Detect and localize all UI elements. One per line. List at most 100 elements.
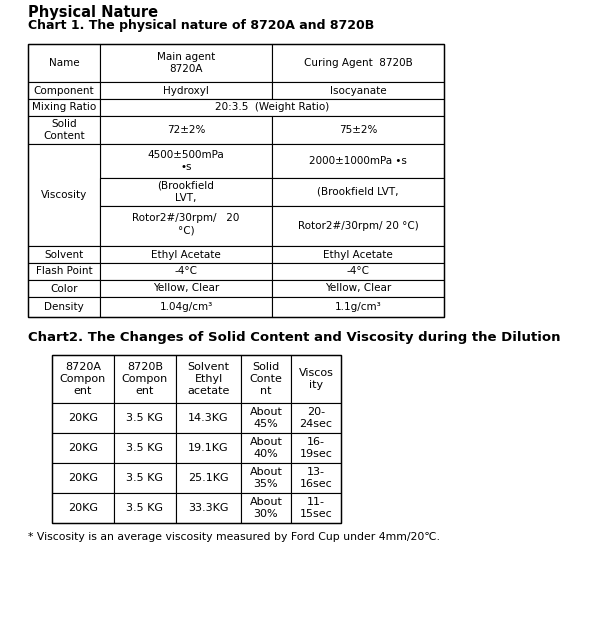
Bar — [100, 206, 272, 246]
Text: About
35%: About 35% — [249, 467, 282, 489]
Bar — [241, 493, 291, 523]
Bar — [272, 206, 444, 246]
Text: 11-
15sec: 11- 15sec — [300, 497, 333, 520]
Bar — [28, 280, 100, 297]
Text: 2000±1000mPa •s: 2000±1000mPa •s — [309, 156, 407, 166]
Text: Solvent
Ethyl
acetate: Solvent Ethyl acetate — [188, 362, 229, 396]
Text: Curing Agent  8720B: Curing Agent 8720B — [304, 58, 412, 68]
Bar — [291, 433, 341, 463]
Bar — [291, 355, 341, 403]
Text: 20-
24sec: 20- 24sec — [299, 407, 333, 429]
Bar — [176, 463, 241, 493]
Bar — [241, 463, 291, 493]
Text: Viscos
ity: Viscos ity — [299, 368, 333, 390]
Bar — [52, 493, 114, 523]
Text: 3.5 KG: 3.5 KG — [126, 473, 163, 483]
Text: About
30%: About 30% — [249, 497, 282, 520]
Bar — [114, 463, 176, 493]
Bar — [28, 44, 444, 317]
Text: 8720A
Compon
ent: 8720A Compon ent — [60, 362, 106, 396]
Text: 33.3KG: 33.3KG — [188, 503, 229, 513]
Bar — [100, 144, 272, 178]
Bar — [100, 263, 272, 280]
Bar — [100, 44, 272, 82]
Text: 3.5 KG: 3.5 KG — [126, 503, 163, 513]
Bar — [100, 82, 272, 99]
Bar — [241, 355, 291, 403]
Text: 20:3.5  (Weight Ratio): 20:3.5 (Weight Ratio) — [215, 102, 329, 112]
Bar — [241, 403, 291, 433]
Bar — [28, 144, 100, 246]
Bar — [272, 82, 444, 99]
Text: 25.1KG: 25.1KG — [188, 473, 229, 483]
Bar — [52, 463, 114, 493]
Text: (Brookfield LVT,: (Brookfield LVT, — [317, 187, 399, 197]
Bar — [272, 178, 444, 206]
Text: Yellow, Clear: Yellow, Clear — [325, 284, 391, 293]
Text: Solid
Conte
nt: Solid Conte nt — [249, 362, 282, 396]
Text: Hydroxyl: Hydroxyl — [163, 85, 209, 95]
Bar — [28, 263, 100, 280]
Text: 19.1KG: 19.1KG — [188, 443, 229, 453]
Bar — [100, 297, 272, 317]
Text: 14.3KG: 14.3KG — [188, 413, 229, 423]
Bar — [28, 297, 100, 317]
Text: Chart 1. The physical nature of 8720A and 8720B: Chart 1. The physical nature of 8720A an… — [28, 20, 375, 32]
Bar — [28, 99, 100, 116]
Bar — [100, 99, 444, 116]
Bar — [100, 178, 272, 206]
Text: (Brookfield
LVT,: (Brookfield LVT, — [158, 181, 214, 204]
Text: Yellow, Clear: Yellow, Clear — [153, 284, 219, 293]
Text: 4500±500mPa
•s: 4500±500mPa •s — [148, 150, 225, 172]
Text: 1.1g/cm³: 1.1g/cm³ — [334, 302, 381, 312]
Text: 13-
16sec: 13- 16sec — [300, 467, 333, 489]
Text: Isocyanate: Isocyanate — [330, 85, 386, 95]
Text: 16-
19sec: 16- 19sec — [300, 437, 333, 459]
Text: Name: Name — [49, 58, 80, 68]
Bar — [114, 433, 176, 463]
Bar — [241, 433, 291, 463]
Bar — [272, 246, 444, 263]
Text: About
45%: About 45% — [249, 407, 282, 429]
Bar — [28, 116, 100, 144]
Bar — [176, 433, 241, 463]
Bar — [52, 433, 114, 463]
Bar — [28, 82, 100, 99]
Text: Solid
Content: Solid Content — [43, 119, 85, 141]
Bar — [272, 280, 444, 297]
Bar — [100, 280, 272, 297]
Text: Rotor2#/30rpm/ 20 °C): Rotor2#/30rpm/ 20 °C) — [297, 221, 418, 231]
Text: Chart2. The Changes of Solid Content and Viscosity during the Dilution: Chart2. The Changes of Solid Content and… — [28, 331, 560, 344]
Bar — [114, 403, 176, 433]
Text: 20KG: 20KG — [68, 443, 98, 453]
Text: -4°C: -4°C — [347, 267, 370, 277]
Text: Viscosity: Viscosity — [41, 190, 87, 200]
Bar — [52, 355, 341, 523]
Text: About
40%: About 40% — [249, 437, 282, 459]
Text: Mixing Ratio: Mixing Ratio — [32, 102, 96, 112]
Text: * Viscosity is an average viscosity measured by Ford Cup under 4mm/20℃.: * Viscosity is an average viscosity meas… — [28, 532, 440, 542]
Bar — [114, 493, 176, 523]
Bar — [100, 246, 272, 263]
Text: 8720B
Compon
ent: 8720B Compon ent — [122, 362, 168, 396]
Text: 20KG: 20KG — [68, 413, 98, 423]
Text: Main agent
8720A: Main agent 8720A — [157, 52, 215, 74]
Bar — [52, 355, 114, 403]
Bar — [176, 493, 241, 523]
Text: Flash Point: Flash Point — [36, 267, 92, 277]
Text: 3.5 KG: 3.5 KG — [126, 413, 163, 423]
Text: Color: Color — [50, 284, 78, 293]
Bar — [291, 493, 341, 523]
Text: Ethyl Acetate: Ethyl Acetate — [323, 250, 393, 260]
Bar — [28, 246, 100, 263]
Text: Rotor2#/30rpm/   20
°C): Rotor2#/30rpm/ 20 °C) — [132, 213, 240, 235]
Text: Solvent: Solvent — [44, 250, 84, 260]
Text: 20KG: 20KG — [68, 473, 98, 483]
Text: Physical Nature: Physical Nature — [28, 4, 158, 20]
Bar — [272, 297, 444, 317]
Text: Ethyl Acetate: Ethyl Acetate — [151, 250, 221, 260]
Bar — [272, 144, 444, 178]
Text: 72±2%: 72±2% — [167, 125, 205, 135]
Bar — [52, 403, 114, 433]
Bar — [272, 116, 444, 144]
